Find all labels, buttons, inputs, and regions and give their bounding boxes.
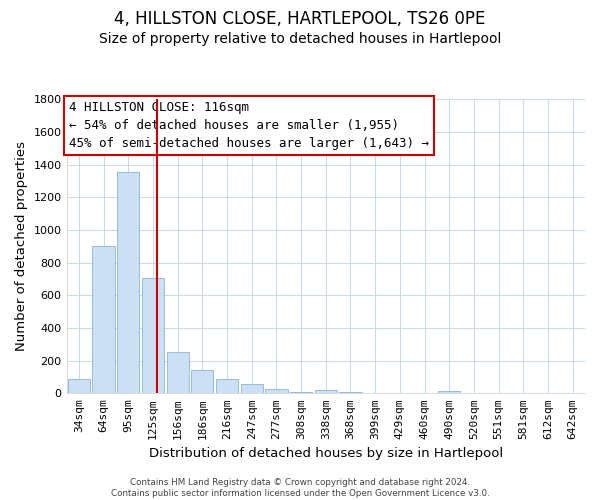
Bar xyxy=(117,172,139,394)
Bar xyxy=(314,390,337,394)
Bar xyxy=(438,391,460,394)
X-axis label: Distribution of detached houses by size in Hartlepool: Distribution of detached houses by size … xyxy=(149,447,503,460)
Bar xyxy=(142,278,164,394)
Bar xyxy=(290,392,312,394)
Text: 4, HILLSTON CLOSE, HARTLEPOOL, TS26 0PE: 4, HILLSTON CLOSE, HARTLEPOOL, TS26 0PE xyxy=(115,10,485,28)
Text: 4 HILLSTON CLOSE: 116sqm
← 54% of detached houses are smaller (1,955)
45% of sem: 4 HILLSTON CLOSE: 116sqm ← 54% of detach… xyxy=(69,101,429,150)
Bar xyxy=(265,389,287,394)
Bar xyxy=(167,352,189,394)
Text: Contains HM Land Registry data © Crown copyright and database right 2024.
Contai: Contains HM Land Registry data © Crown c… xyxy=(110,478,490,498)
Bar xyxy=(216,378,238,394)
Bar xyxy=(191,370,214,394)
Bar xyxy=(241,384,263,394)
Bar xyxy=(340,392,362,394)
Bar xyxy=(92,246,115,394)
Text: Size of property relative to detached houses in Hartlepool: Size of property relative to detached ho… xyxy=(99,32,501,46)
Y-axis label: Number of detached properties: Number of detached properties xyxy=(15,142,28,352)
Bar xyxy=(68,378,90,394)
